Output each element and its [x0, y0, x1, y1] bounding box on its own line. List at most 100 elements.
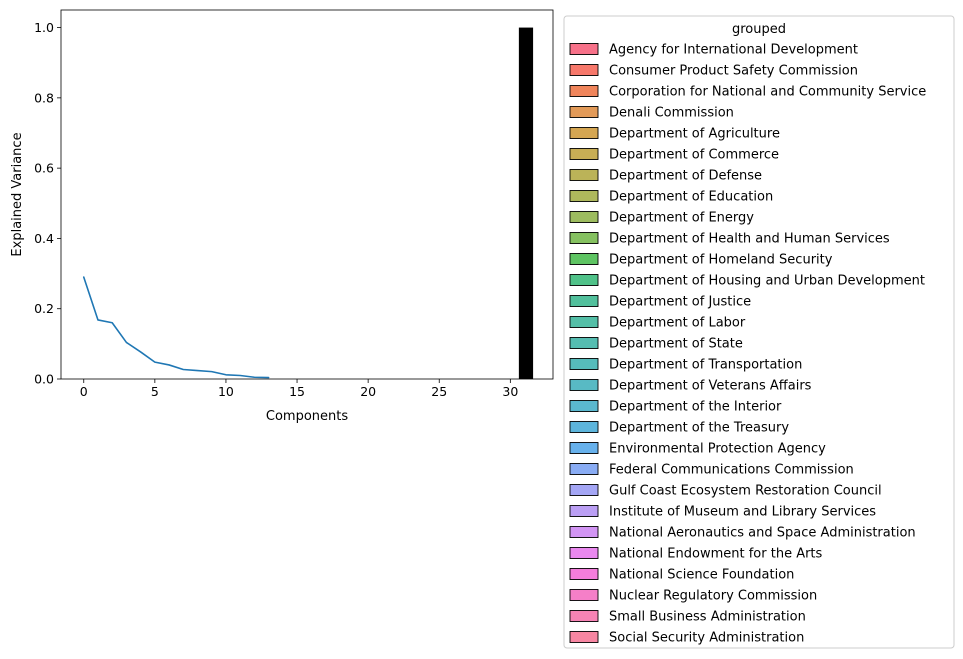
legend-label: Department of State [609, 337, 743, 352]
legend-label: Department of Education [609, 190, 773, 205]
legend-swatch [569, 274, 599, 286]
y-tick-label: 0.2 [34, 301, 54, 316]
y-tick-label: 0.4 [34, 231, 54, 246]
legend-item: Social Security Administration [569, 631, 804, 646]
legend-swatch [569, 316, 599, 328]
x-tick-label: 0 [80, 384, 88, 399]
legend-item: Department of the Treasury [569, 421, 789, 436]
legend-label: Small Business Administration [609, 610, 806, 625]
legend-item: National Endowment for the Arts [569, 547, 823, 562]
legend-item: Corporation for National and Community S… [569, 85, 926, 100]
x-tick-label: 15 [289, 384, 305, 399]
legend-label: Agency for International Development [609, 43, 858, 58]
legend-item: Department of Veterans Affairs [569, 379, 812, 394]
plot-area [60, 9, 554, 380]
legend-item: Nuclear Regulatory Commission [569, 589, 817, 604]
legend-swatch [569, 484, 599, 496]
legend-swatch [569, 211, 599, 223]
legend-swatch [569, 232, 599, 244]
legend-swatch [569, 379, 599, 391]
legend-item: Department of Transportation [569, 358, 802, 373]
y-axis: 0.0 0.2 0.4 0.6 0.8 1.0 [34, 20, 61, 387]
legend-swatch [569, 64, 599, 76]
legend-item: Department of Energy [569, 211, 754, 226]
legend-item: Environmental Protection Agency [569, 442, 826, 457]
legend-label: Social Security Administration [609, 631, 804, 646]
legend-item: Institute of Museum and Library Services [569, 505, 876, 520]
legend-swatch [569, 421, 599, 433]
legend-item: Small Business Administration [569, 610, 806, 625]
y-tick-label: 0.0 [34, 372, 54, 387]
legend-item: Department of Housing and Urban Developm… [569, 274, 925, 289]
legend-item: National Aeronautics and Space Administr… [569, 526, 916, 541]
legend-label: Department of Veterans Affairs [609, 379, 812, 394]
legend-label: Gulf Coast Ecosystem Restoration Council [609, 484, 882, 499]
x-tick-label: 25 [431, 384, 447, 399]
legend-item: Department of State [569, 337, 743, 352]
legend-item: Agency for International Development [569, 43, 858, 58]
legend-label: Department of Energy [609, 211, 754, 226]
legend-item: Department of Education [569, 190, 773, 205]
legend-item: Federal Communications Commission [569, 463, 854, 478]
legend-label: Environmental Protection Agency [609, 442, 826, 457]
bar [518, 27, 534, 379]
legend-frame [563, 15, 955, 649]
x-tick-label: 5 [151, 384, 159, 399]
legend-swatch [569, 169, 599, 181]
legend-swatch [569, 295, 599, 307]
legend-swatch [569, 43, 599, 55]
legend-swatch [569, 463, 599, 475]
legend-item: Department of Health and Human Services [569, 232, 890, 247]
y-tick-label: 1.0 [34, 20, 54, 35]
legend-swatch [569, 358, 599, 370]
x-axis-label: Components [266, 409, 348, 424]
legend-swatch [569, 85, 599, 97]
y-tick-label: 0.8 [34, 90, 54, 105]
legend-label: Department of the Treasury [609, 421, 789, 436]
y-tick-label: 0.6 [34, 161, 54, 176]
legend-label: Denali Commission [609, 106, 734, 121]
legend-label: Department of Transportation [609, 358, 802, 373]
legend-swatch [569, 127, 599, 139]
series-line [82, 276, 270, 379]
legend-label: Department of Agriculture [609, 127, 780, 142]
legend-swatch [569, 589, 599, 601]
legend-swatch [569, 442, 599, 454]
legend-label: Institute of Museum and Library Services [609, 505, 876, 520]
legend-item: Denali Commission [569, 106, 734, 121]
legend-swatch [569, 106, 599, 118]
legend-label: Federal Communications Commission [609, 463, 854, 478]
legend-swatch [569, 547, 599, 559]
legend-swatch [569, 148, 599, 160]
x-tick-label: 20 [360, 384, 376, 399]
legend-label: Department of Health and Human Services [609, 232, 890, 247]
legend-swatch [569, 190, 599, 202]
legend-label: Department of Housing and Urban Developm… [609, 274, 925, 289]
legend-item: Department of Defense [569, 169, 762, 184]
legend-swatch [569, 337, 599, 349]
legend-label: Department of Homeland Security [609, 253, 833, 268]
legend-label: National Aeronautics and Space Administr… [609, 526, 916, 541]
legend-label: Corporation for National and Community S… [609, 85, 926, 100]
legend-swatch [569, 568, 599, 580]
legend-swatch [569, 400, 599, 412]
legend-item: Department of the Interior [569, 400, 782, 415]
x-axis: 0 5 10 15 20 25 30 [80, 379, 518, 399]
legend-label: National Science Foundation [609, 568, 794, 583]
legend-swatch [569, 526, 599, 538]
legend-item: Gulf Coast Ecosystem Restoration Council [569, 484, 882, 499]
legend-label: Nuclear Regulatory Commission [609, 589, 817, 604]
legend-item: Department of Justice [569, 295, 751, 310]
legend-swatch [569, 505, 599, 517]
legend-label: Department of Labor [609, 316, 746, 331]
y-axis-label: Explained Variance [10, 132, 25, 256]
legend-item: National Science Foundation [569, 568, 794, 583]
legend-label: Consumer Product Safety Commission [609, 64, 858, 79]
legend-item: Department of Labor [569, 316, 746, 331]
legend-label: Department of the Interior [609, 400, 782, 415]
x-tick-label: 10 [218, 384, 234, 399]
legend-label: National Endowment for the Arts [609, 547, 823, 562]
legend-item: Department of Commerce [569, 148, 779, 163]
legend-item: Department of Homeland Security [569, 253, 833, 268]
